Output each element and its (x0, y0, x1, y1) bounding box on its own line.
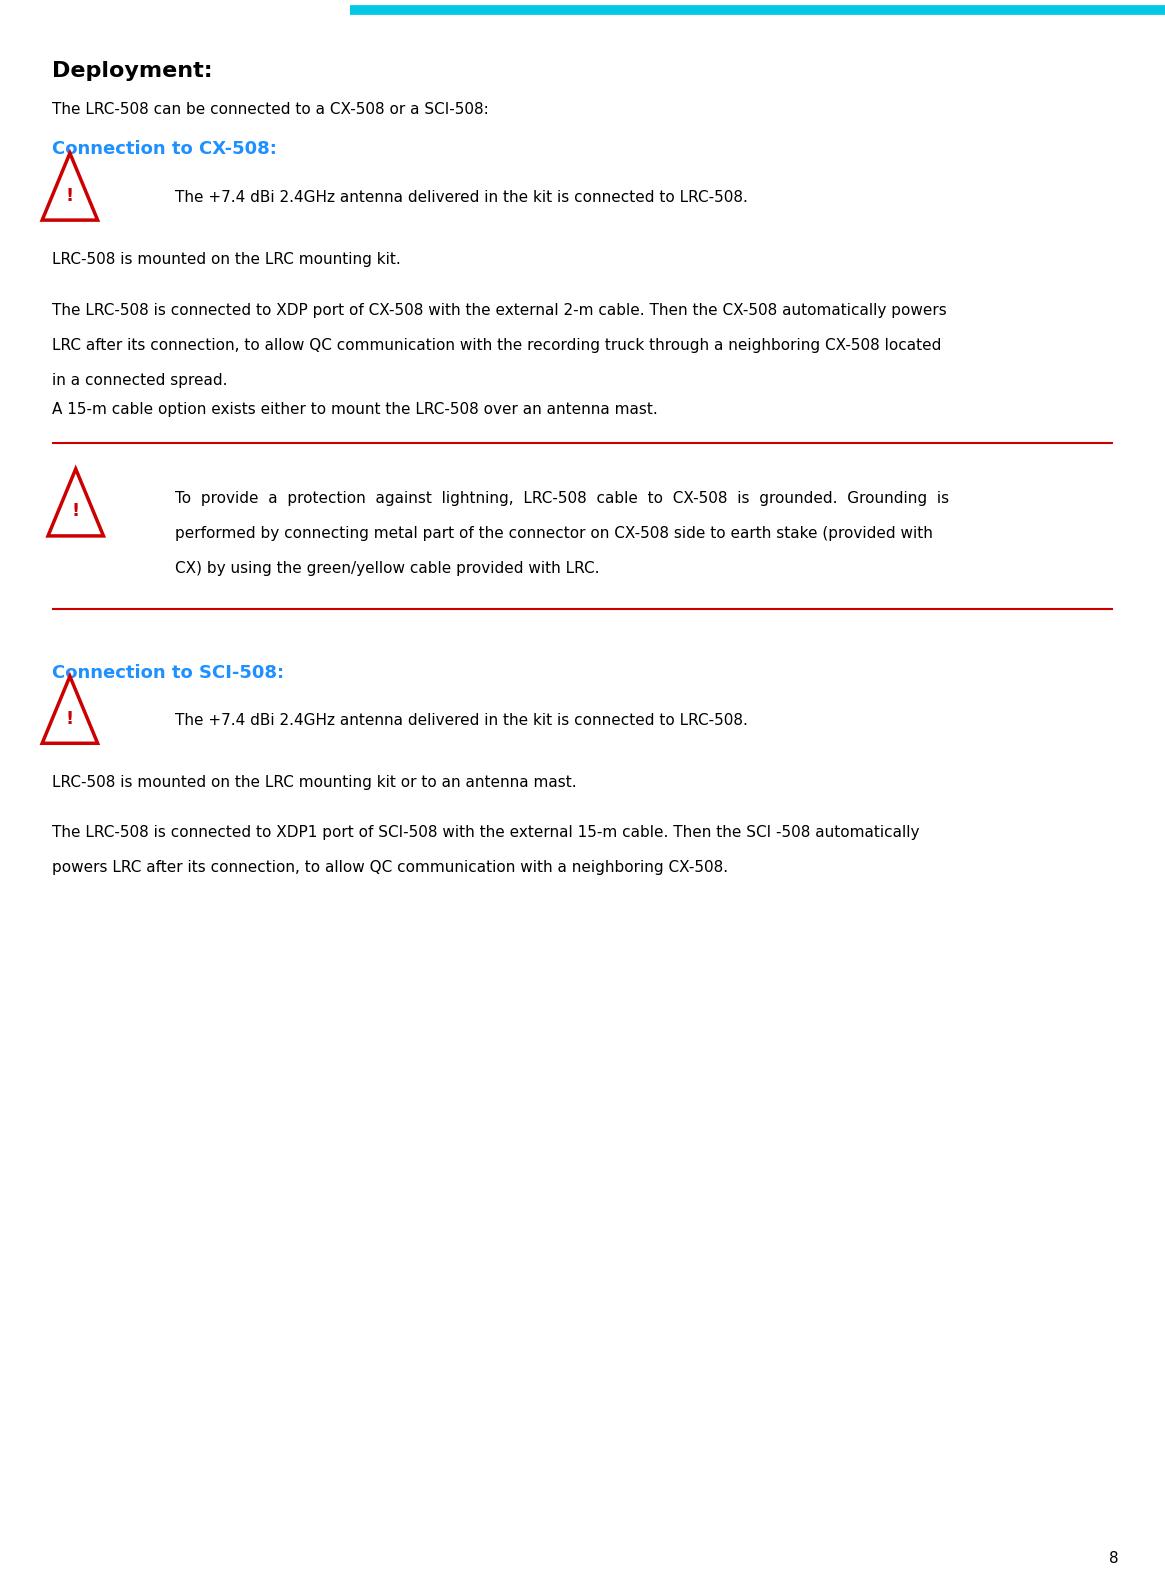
Polygon shape (42, 676, 98, 743)
Polygon shape (48, 469, 104, 536)
Text: LRC after its connection, to allow QC communication with the recording truck thr: LRC after its connection, to allow QC co… (52, 338, 941, 352)
Polygon shape (42, 153, 98, 220)
Text: !: ! (72, 502, 79, 520)
Text: The LRC-508 is connected to XDP1 port of SCI-508 with the external 15-m cable. T: The LRC-508 is connected to XDP1 port of… (52, 825, 920, 839)
Text: The LRC-508 can be connected to a CX-508 or a SCI-508:: The LRC-508 can be connected to a CX-508… (52, 102, 489, 116)
Text: in a connected spread.: in a connected spread. (52, 373, 228, 388)
Text: The LRC-508 is connected to XDP port of CX-508 with the external 2-m cable. Then: The LRC-508 is connected to XDP port of … (52, 303, 947, 317)
Text: LRC-508 is mounted on the LRC mounting kit or to an antenna mast.: LRC-508 is mounted on the LRC mounting k… (52, 775, 577, 790)
Text: To  provide  a  protection  against  lightning,  LRC-508  cable  to  CX-508  is : To provide a protection against lightnin… (175, 491, 948, 506)
Text: !: ! (66, 187, 73, 204)
Text: powers LRC after its connection, to allow QC communication with a neighboring CX: powers LRC after its connection, to allo… (52, 860, 728, 874)
Text: performed by connecting metal part of the connector on CX-508 side to earth stak: performed by connecting metal part of th… (175, 526, 933, 541)
Text: The +7.4 dBi 2.4GHz antenna delivered in the kit is connected to LRC-508.: The +7.4 dBi 2.4GHz antenna delivered in… (175, 713, 748, 729)
Text: Deployment:: Deployment: (52, 61, 213, 81)
Text: Connection to CX-508:: Connection to CX-508: (52, 140, 277, 158)
Text: 8: 8 (1109, 1552, 1118, 1566)
Text: The +7.4 dBi 2.4GHz antenna delivered in the kit is connected to LRC-508.: The +7.4 dBi 2.4GHz antenna delivered in… (175, 190, 748, 206)
Text: !: ! (66, 710, 73, 727)
Text: A 15-m cable option exists either to mount the LRC-508 over an antenna mast.: A 15-m cable option exists either to mou… (52, 402, 658, 416)
Text: CX) by using the green/yellow cable provided with LRC.: CX) by using the green/yellow cable prov… (175, 561, 599, 576)
Text: LRC-508 is mounted on the LRC mounting kit.: LRC-508 is mounted on the LRC mounting k… (52, 252, 401, 266)
Text: Connection to SCI-508:: Connection to SCI-508: (52, 664, 284, 681)
